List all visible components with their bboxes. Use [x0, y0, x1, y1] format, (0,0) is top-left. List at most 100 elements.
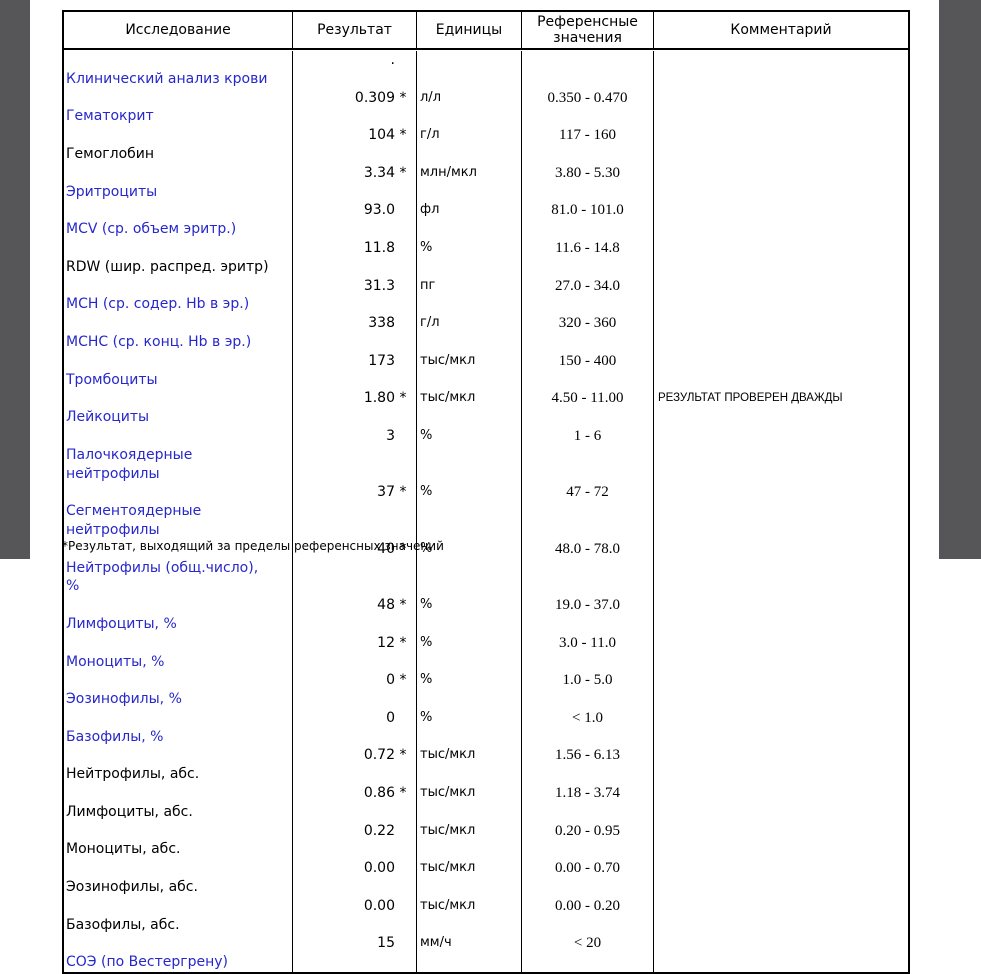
result-value: 3.34	[363, 164, 395, 181]
out-of-range-asterisk	[395, 352, 411, 390]
result-cell: 15	[293, 934, 417, 973]
units-cell: тыс/мкл	[417, 389, 522, 427]
comment-cell	[654, 126, 908, 164]
table-row: Сегментоядерные нейтрофилы 37 * % 47 - 7…	[64, 483, 908, 540]
units-cell: пг	[417, 276, 522, 315]
reference-range-cell: 47 - 72	[522, 483, 654, 540]
result-value: 0.00	[363, 897, 395, 914]
units-cell: %	[417, 483, 522, 540]
right-margin-stripe	[939, 0, 981, 559]
table-row: Эозинофилы, абс. 0.00 тыс/мкл 0.00 - 0.7…	[64, 859, 908, 897]
left-margin-stripe	[0, 0, 30, 559]
out-of-range-asterisk: *	[399, 484, 407, 501]
out-of-range-asterisk	[395, 314, 411, 352]
test-name-cell: Гематокрит	[64, 88, 293, 127]
header-reference: Референсные значения	[522, 12, 654, 48]
test-name-cell: Лейкоциты	[64, 389, 293, 427]
result-cell: 3.34 *	[293, 163, 417, 202]
comment-cell	[654, 596, 908, 634]
result-cell: 48 *	[293, 596, 417, 634]
reference-range-cell: 0.350 - 0.470	[522, 88, 654, 127]
test-name-cell: MCHC (ср. конц. Hb в эр.)	[64, 314, 293, 352]
reference-range-cell: 1.0 - 5.0	[522, 671, 654, 709]
comment-cell	[654, 352, 908, 390]
units-cell: %	[417, 708, 522, 747]
test-name-cell: MCH (ср. содер. Hb в эр.)	[64, 276, 293, 315]
comment-cell	[654, 164, 908, 202]
comment-cell	[654, 934, 908, 972]
units-cell: %	[417, 426, 522, 484]
units-cell: %	[417, 671, 522, 709]
test-name-cell: Сегментоядерные нейтрофилы	[64, 483, 293, 540]
test-name-cell: Нейтрофилы, абс.	[64, 746, 293, 785]
result-value: 0.22	[363, 822, 395, 839]
table-body: Клинический анализ крови . Гематокрит 0.…	[64, 50, 908, 973]
result-cell: 0.309 *	[293, 88, 417, 127]
comment-cell	[654, 483, 908, 539]
test-name: Базофилы, абс.	[66, 916, 180, 933]
result-value: 31.3	[363, 277, 395, 294]
header-result: Результат	[293, 12, 417, 48]
comment-cell	[654, 51, 908, 89]
table-row: Лимфоциты, абс. 0.86 * тыс/мкл 1.18 - 3.…	[64, 784, 908, 822]
comment-cell	[654, 634, 908, 672]
test-name-cell: RDW (шир. распред. эритр)	[64, 238, 293, 277]
comment-cell	[654, 671, 908, 709]
table-row: СОЭ (по Вестергрену) 15 мм/ч < 20	[64, 934, 908, 973]
table-row: Лейкоциты 1.80 * тыс/мкл 4.50 - 11.00 РЕ…	[64, 389, 908, 427]
reference-range-cell: 0.00 - 0.20	[522, 896, 654, 935]
comment-cell	[654, 709, 908, 747]
result-value: 93.0	[363, 202, 395, 219]
result-value: 338	[368, 315, 395, 332]
reference-range-cell: 150 - 400	[522, 351, 654, 390]
test-name-cell: MCV (ср. объем эритр.)	[64, 201, 293, 239]
result-cell: 0.72 *	[293, 746, 417, 785]
table-row: MCHC (ср. конц. Hb в эр.) 338 г/л 320 - …	[64, 314, 908, 352]
result-cell: 0	[293, 708, 417, 747]
result-value: 12	[377, 634, 395, 651]
test-name: MCHC (ср. конц. Hb в эр.)	[66, 333, 252, 350]
out-of-range-asterisk	[395, 897, 411, 935]
out-of-range-asterisk	[395, 427, 411, 483]
out-of-range-asterisk: *	[399, 390, 407, 407]
units-cell: тыс/мкл	[417, 746, 522, 785]
units-cell: мм/ч	[417, 934, 522, 973]
test-name: Палочкоядерные нейтрофилы	[66, 446, 193, 482]
table-row: Эозинофилы, % 0 * % 1.0 - 5.0	[64, 671, 908, 709]
header-comment: Комментарий	[730, 22, 832, 38]
result-cell: 0.86 *	[293, 784, 417, 822]
test-name-cell: Палочкоядерные нейтрофилы	[64, 426, 293, 484]
out-of-range-asterisk: *	[399, 597, 407, 614]
test-name: Базофилы, %	[66, 728, 164, 745]
reference-range-cell	[522, 51, 654, 89]
result-cell: 104 *	[293, 126, 417, 164]
table-row: RDW (шир. распред. эритр) 11.8 % 11.6 - …	[64, 238, 908, 277]
out-of-range-asterisk	[395, 51, 411, 89]
out-of-range-asterisk	[395, 934, 411, 972]
table-row: MCH (ср. содер. Hb в эр.) 31.3 пг 27.0 -…	[64, 276, 908, 315]
result-value: 3	[386, 427, 395, 444]
table-row: Нейтрофилы, абс. 0.72 * тыс/мкл 1.56 - 6…	[64, 746, 908, 785]
result-cell: 3	[293, 426, 417, 484]
test-name: RDW (шир. распред. эритр)	[66, 258, 269, 275]
out-of-range-asterisk: *	[399, 127, 407, 144]
reference-range-cell: 4.50 - 11.00	[522, 389, 654, 427]
out-of-range-asterisk	[395, 822, 411, 860]
comment-cell	[654, 897, 908, 935]
comment-cell	[654, 822, 908, 860]
units-cell: тыс/мкл	[417, 821, 522, 860]
result-cell: 12 *	[293, 633, 417, 672]
result-cell: 338	[293, 314, 417, 352]
units-cell: тыс/мкл	[417, 351, 522, 390]
comment-cell	[654, 201, 908, 239]
result-cell: 0.00	[293, 859, 417, 897]
test-name: Эритроциты	[66, 183, 158, 200]
units-cell: фл	[417, 201, 522, 239]
out-of-range-asterisk: *	[399, 634, 407, 651]
reference-range-cell: < 1.0	[522, 708, 654, 747]
out-of-range-asterisk	[395, 239, 411, 277]
result-value: 15	[377, 935, 395, 952]
test-name-cell: Моноциты, абс.	[64, 821, 293, 860]
table-row: Гематокрит 0.309 * л/л 0.350 - 0.470	[64, 88, 908, 127]
footnote: *Результат, выходящий за пределы референ…	[62, 539, 444, 553]
